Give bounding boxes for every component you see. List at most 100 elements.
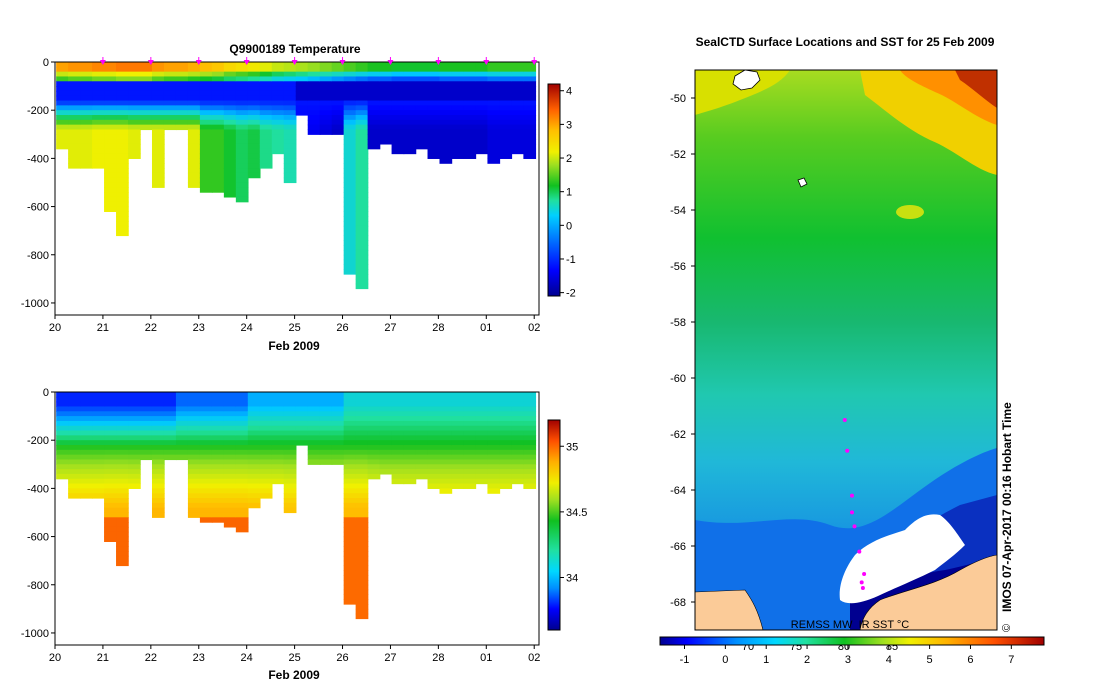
heat-cell <box>415 420 429 427</box>
heat-cell <box>379 139 393 145</box>
heat-cell <box>463 473 477 480</box>
heat-cell <box>104 488 117 494</box>
heat-cell <box>475 416 489 422</box>
heat-cell <box>283 445 297 451</box>
heat-cell <box>223 124 237 131</box>
heat-cell <box>259 134 273 140</box>
heat-cell <box>523 66 537 73</box>
heat-cell <box>271 134 285 140</box>
heat-cell <box>187 469 201 475</box>
heat-cell <box>487 473 501 480</box>
heat-cell <box>211 148 225 155</box>
heat-cell <box>223 459 237 465</box>
profile-marker <box>147 60 154 65</box>
heat-cell <box>128 478 141 485</box>
heat-cell <box>151 163 165 169</box>
heat-cell <box>92 425 105 432</box>
heat-cell <box>128 81 141 87</box>
heat-cell <box>56 62 69 68</box>
heat-cell <box>235 396 249 403</box>
heard-island <box>797 177 808 188</box>
heat-cell <box>116 459 129 465</box>
heat-cell <box>283 153 297 159</box>
heat-cell <box>355 498 369 504</box>
heat-cell <box>379 129 393 135</box>
heat-cell <box>223 498 237 504</box>
heat-cell <box>68 449 81 456</box>
heat-cell <box>80 163 93 169</box>
heat-cell <box>511 430 525 436</box>
heat-cell <box>199 172 213 179</box>
heat-cell <box>140 396 153 403</box>
heat-cell <box>391 100 405 106</box>
heat-cell <box>151 124 165 131</box>
heat-cell <box>331 420 345 427</box>
heat-cell <box>343 522 357 528</box>
heat-cell <box>379 66 393 73</box>
heat-cell <box>451 425 465 432</box>
heat-cell <box>511 139 525 145</box>
heat-cell <box>403 129 417 135</box>
heat-cell <box>343 541 357 547</box>
heat-cell <box>128 110 141 116</box>
heat-cell <box>283 105 297 111</box>
heat-cell <box>511 115 525 121</box>
heat-cell <box>283 440 297 446</box>
heat-cell <box>331 454 345 461</box>
heat-cell <box>68 440 81 446</box>
heat-cell <box>151 498 165 504</box>
temperature-x-axis: 20 21 22 23 24 25 26 27 28 01 02 <box>49 315 540 334</box>
heat-cell <box>247 139 261 145</box>
heat-cell <box>427 129 441 135</box>
heat-cell <box>187 139 201 145</box>
heat-cell <box>104 66 117 73</box>
heat-cell <box>391 392 405 398</box>
heat-cell <box>343 216 357 222</box>
map-colorbar-tick-label: 0 <box>722 654 728 666</box>
heat-cell <box>163 71 177 78</box>
salinity-plot-frame <box>54 391 540 646</box>
heat-cell <box>80 454 93 461</box>
heat-cell <box>367 454 381 461</box>
heat-cell <box>283 425 297 432</box>
heat-cell <box>92 139 105 145</box>
heat-cell <box>211 100 225 106</box>
heat-cell <box>355 430 369 436</box>
heat-cell <box>343 143 357 150</box>
heat-cell <box>319 425 333 432</box>
heat-cell <box>128 143 141 150</box>
heat-cell <box>343 531 357 538</box>
heat-cell <box>80 105 93 111</box>
heat-cell <box>487 392 501 398</box>
heat-cell <box>187 76 201 82</box>
heat-cell <box>211 163 225 169</box>
heat-cell <box>475 86 489 92</box>
heat-cell <box>163 392 177 398</box>
heat-cell <box>343 129 357 135</box>
heat-cell <box>223 416 237 422</box>
heat-cell <box>211 172 225 179</box>
heat-cell <box>499 153 513 159</box>
colorbar-tick-label: -1 <box>566 254 576 266</box>
profile-marker <box>243 60 250 65</box>
heat-cell <box>223 396 237 403</box>
heat-cell <box>295 430 309 436</box>
heat-cell <box>175 411 189 417</box>
heat-cell <box>175 401 189 408</box>
heat-cell <box>283 507 297 514</box>
temperature-xlabel: Feb 2009 <box>268 339 320 353</box>
heat-cell <box>511 110 525 116</box>
heat-cell <box>427 445 441 451</box>
heat-cell <box>140 406 153 412</box>
heat-cell <box>128 416 141 422</box>
heat-cell <box>463 449 477 456</box>
heat-cell <box>116 105 129 111</box>
heat-cell <box>367 105 381 111</box>
heat-cell <box>92 478 105 485</box>
heat-cell <box>235 411 249 417</box>
heat-cell <box>319 100 333 106</box>
heat-cell <box>116 168 129 174</box>
heat-cell <box>391 86 405 92</box>
heat-cell <box>247 449 261 456</box>
